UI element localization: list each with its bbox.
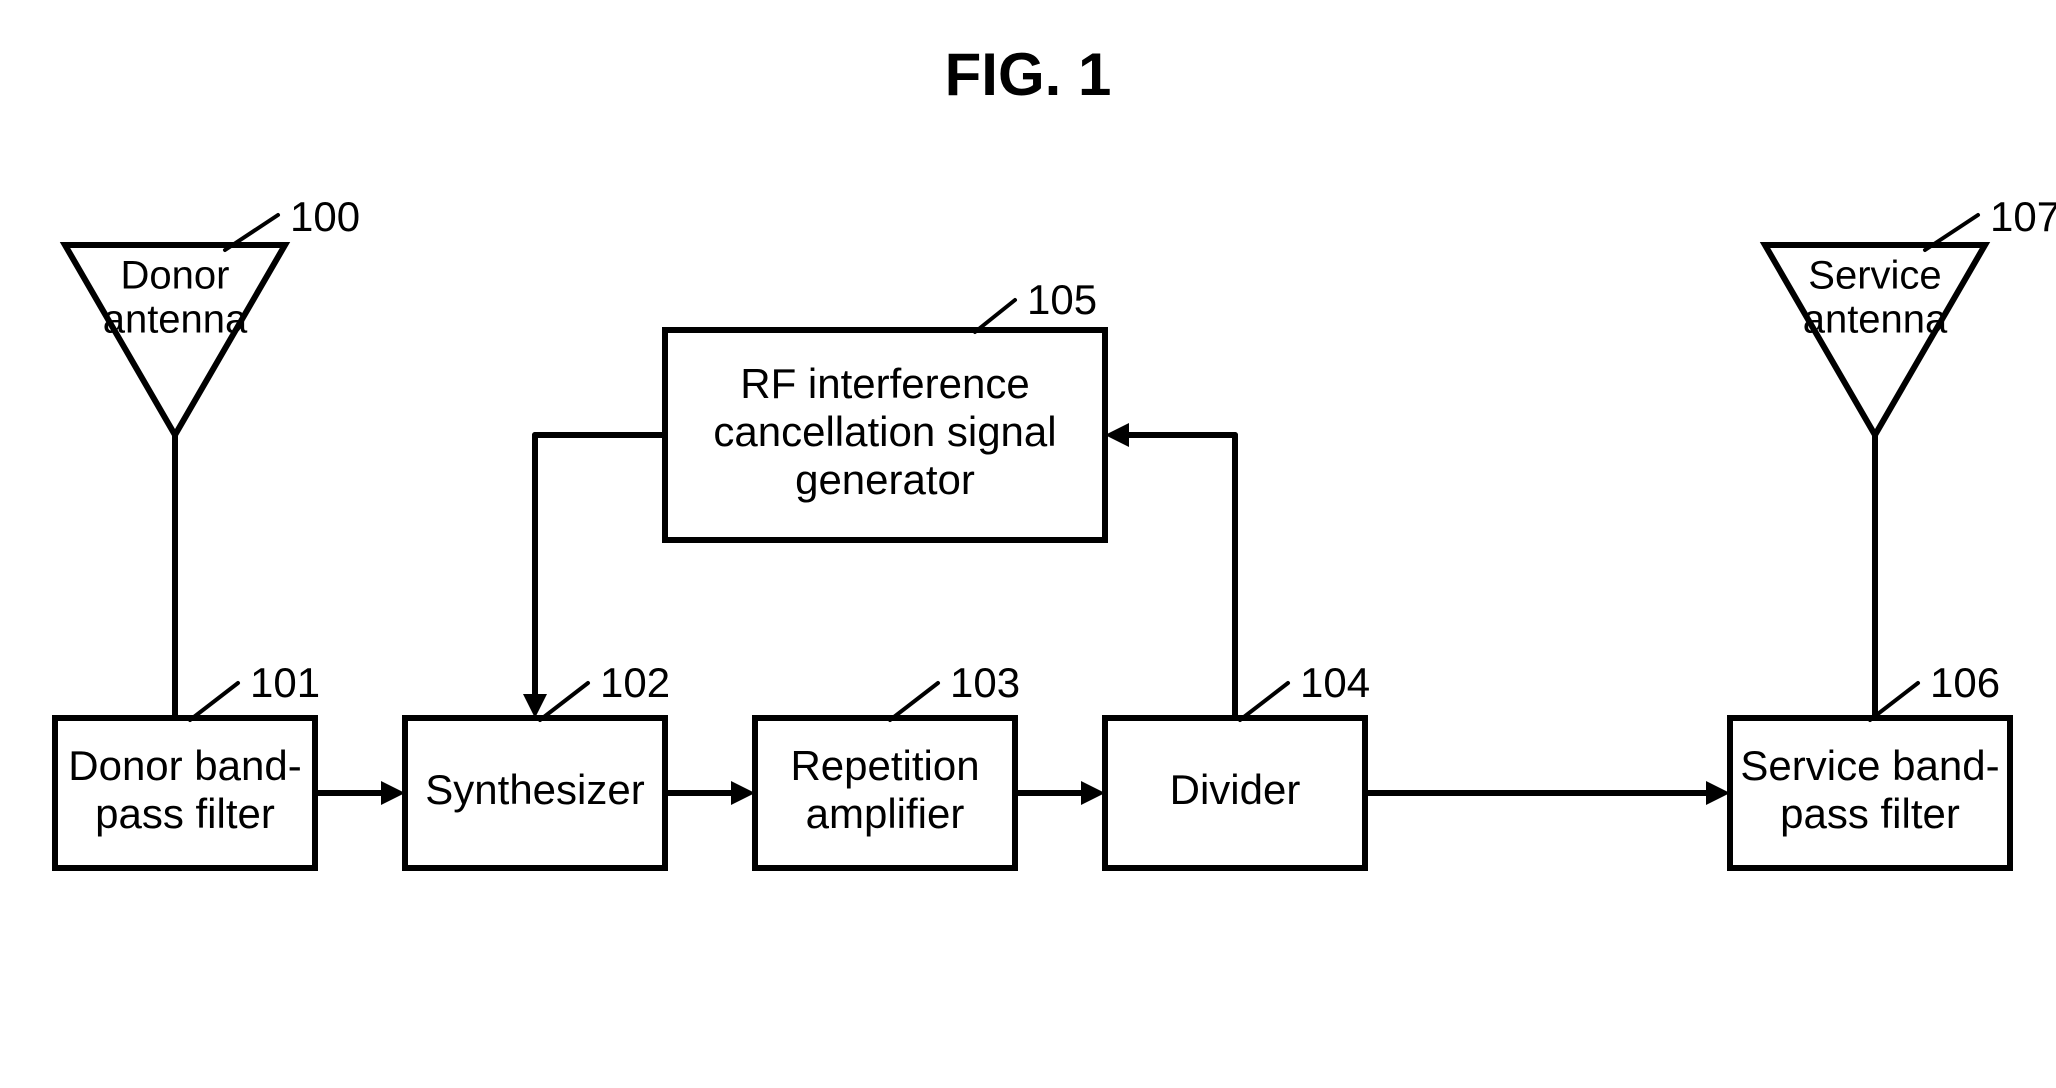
svg-text:amplifier: amplifier (806, 790, 965, 837)
svg-text:pass filter: pass filter (95, 790, 275, 837)
donor_bpf-ref: 101 (250, 659, 320, 706)
svg-text:Divider: Divider (1170, 766, 1301, 813)
svg-text:pass filter: pass filter (1780, 790, 1960, 837)
rf_cancel-ref: 105 (1027, 276, 1097, 323)
service_bpf-ref: 106 (1930, 659, 2000, 706)
service-antenna-ref: 107 (1990, 193, 2056, 240)
svg-text:Synthesizer: Synthesizer (425, 766, 644, 813)
svg-text:Service band-: Service band- (1740, 742, 1999, 789)
svg-text:antenna: antenna (103, 298, 248, 342)
svg-text:generator: generator (795, 456, 975, 503)
svg-text:antenna: antenna (1803, 298, 1948, 342)
svg-text:RF interference: RF interference (740, 360, 1029, 407)
svg-text:Repetition: Repetition (790, 742, 979, 789)
donor-antenna-ref: 100 (290, 193, 360, 240)
synthesizer-ref: 102 (600, 659, 670, 706)
divider-ref: 104 (1300, 659, 1370, 706)
svg-text:Service: Service (1808, 254, 1941, 298)
svg-text:cancellation signal: cancellation signal (713, 408, 1056, 455)
svg-text:Donor: Donor (121, 254, 230, 298)
svg-text:Donor band-: Donor band- (68, 742, 301, 789)
rep_amp-ref: 103 (950, 659, 1020, 706)
figure-title: FIG. 1 (945, 41, 1112, 108)
